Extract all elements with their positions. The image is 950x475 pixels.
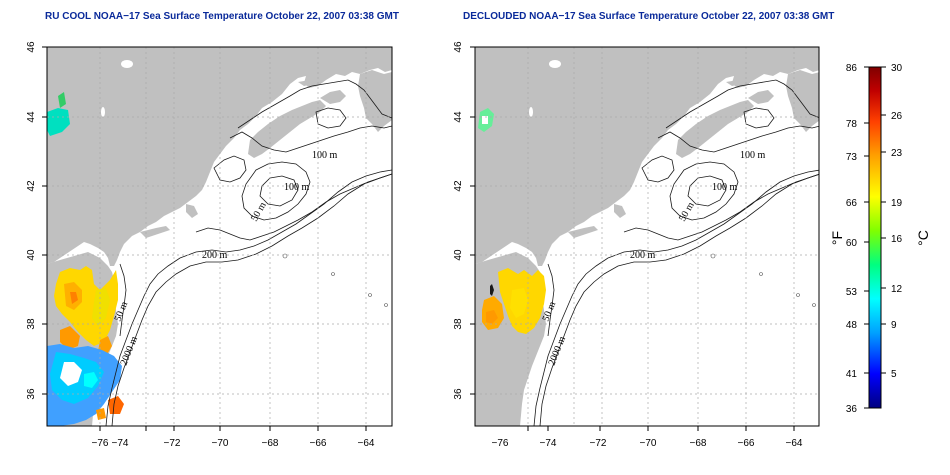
lon-tick-label: −68 [262,438,279,449]
left-contour-label-100m: 100 m [312,150,338,161]
colorbar-c-label: 19 [891,198,903,209]
left-lon-tick-labels: −76 −74 −72 −70 −68 −66 −64 [92,438,375,449]
right-axes [470,46,795,431]
colorbar-c-label: 23 [891,148,903,159]
colorbar: 86 78 73 66 60 53 48 41 36 30 26 23 19 1… [829,63,931,415]
left-contour-label-100m: 100 m [284,182,310,193]
lat-tick-label: 46 [453,41,464,53]
lat-tick-label: 36 [453,388,464,400]
colorbar-f-label: 41 [846,369,858,380]
right-sst-patches [478,108,546,334]
colorbar-unit-fahrenheit: °F [829,231,845,245]
lon-tick-label: −74 [540,438,557,449]
lon-tick-label: −66 [310,438,327,449]
lon-tick-label: −70 [640,438,657,449]
lon-tick-label: −74 [112,438,129,449]
left-sst-patches [47,92,124,426]
lon-tick-label: −68 [690,438,707,449]
lat-tick-label: 38 [453,318,464,330]
lat-tick-label: 38 [26,318,37,330]
lon-tick-label: −76 [92,438,109,449]
colorbar-f-label: 53 [846,287,858,298]
lon-tick-label: −64 [786,438,803,449]
left-axes [42,46,367,431]
colorbar-c-label: 30 [891,63,903,74]
right-map-panel: 100 m 100 m 50 m 200 m 50 m 2000 m [474,46,820,427]
colorbar-f-label: 36 [846,404,858,415]
lat-tick-label: 40 [453,249,464,261]
lon-tick-label: −66 [738,438,755,449]
right-contour-label-100m: 100 m [740,150,766,161]
colorbar-unit-celsius: °C [915,230,931,246]
right-contour-label-200m: 200 m [630,250,656,261]
colorbar-c-label: 5 [891,369,897,380]
colorbar-f-label: 48 [846,320,858,331]
lat-tick-label: 42 [26,180,37,192]
colorbar-f-label: 78 [846,119,858,130]
right-map-title: DECLOUDED NOAA−17 Sea Surface Temperatur… [463,11,835,22]
right-map-frame [474,46,820,427]
colorbar-c-label: 12 [891,284,903,295]
lat-tick-label: 36 [26,388,37,400]
colorbar-f-label: 73 [846,152,858,163]
lon-tick-label: −70 [212,438,229,449]
colorbar-fahrenheit-labels: 86 78 73 66 60 53 48 41 36 [846,63,858,415]
lon-tick-label: −64 [358,438,375,449]
lat-tick-label: 42 [453,180,464,192]
lat-tick-label: 44 [453,111,464,123]
colorbar-c-label: 16 [891,234,903,245]
colorbar-celsius-labels: 30 26 23 19 16 12 9 5 [891,63,903,380]
colorbar-c-label: 9 [891,320,897,331]
right-contour-label-100m: 100 m [712,182,738,193]
colorbar-c-label: 26 [891,111,903,122]
lat-tick-label: 46 [26,41,37,53]
right-lat-tick-labels: 36 38 40 42 44 46 [453,41,464,400]
colorbar-f-label: 66 [846,198,858,209]
lat-tick-label: 44 [26,111,37,123]
colorbar-gradient [868,66,882,409]
left-contour-label-200m: 200 m [202,250,228,261]
colorbar-f-label: 86 [846,63,858,74]
colorbar-f-label: 60 [846,238,858,249]
right-lon-tick-labels: −76 −74 −72 −70 −68 −66 −64 [492,438,803,449]
left-map-title: RU COOL NOAA−17 Sea Surface Temperature … [45,11,399,22]
lon-tick-label: −76 [492,438,509,449]
lon-tick-label: −72 [590,438,607,449]
left-lat-tick-labels: 36 38 40 42 44 46 [26,41,37,400]
left-map-panel: 100 m 100 m 50 m 200 m 50 m 2000 m [46,46,393,427]
lon-tick-label: −72 [164,438,181,449]
lat-tick-label: 40 [26,249,37,261]
